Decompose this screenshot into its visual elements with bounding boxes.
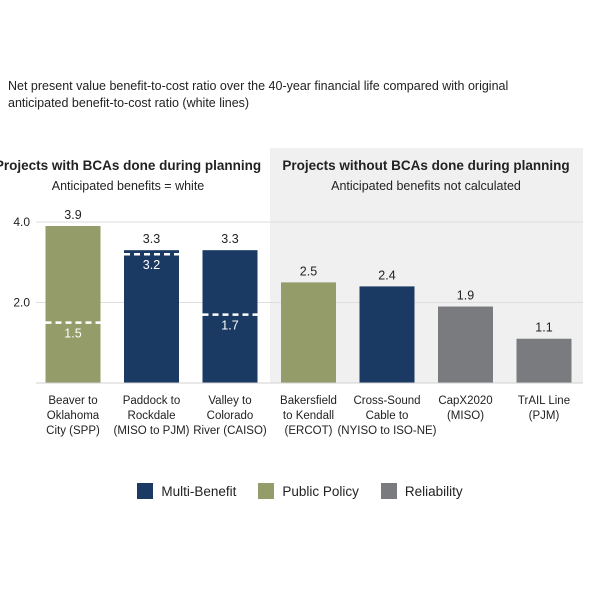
x-tick-label-line: Paddock to xyxy=(123,395,181,407)
bar-bakersfield xyxy=(281,282,336,383)
bar-capx2020 xyxy=(438,306,493,383)
anticipated-label-beaver-to: 1.5 xyxy=(64,327,81,341)
legend-swatch-public-policy xyxy=(258,483,275,499)
x-tick-label-valley-to: Valley to Colorado River (CAISO) xyxy=(193,395,267,437)
panel-note-1: Anticipated benefits = white xyxy=(52,179,205,193)
bar-paddock-to xyxy=(124,250,179,383)
x-tick-label-paddock-to: Paddock to Rockdale (MISO to PJM) xyxy=(113,395,189,437)
legend-label-multi-benefit: Multi-Benefit xyxy=(161,483,237,499)
legend-swatch-reliability xyxy=(380,483,397,499)
x-tick-label-line: (PJM) xyxy=(529,410,560,422)
value-label-trail-line: 1.1 xyxy=(535,321,552,335)
legend: Multi-Benefit Public Policy Reliability xyxy=(0,483,600,499)
x-tick-label-line: Colorado xyxy=(207,410,254,422)
panel-title-2: Projects without BCAs done during planni… xyxy=(282,158,569,173)
bar-trail-line xyxy=(516,338,572,383)
x-tick-label-line: Beaver to xyxy=(48,395,97,407)
legend-item-reliability: Reliability xyxy=(380,483,463,499)
value-label-beaver-to: 3.9 xyxy=(64,208,81,222)
panel-title-1: Projects with BCAs done during planning xyxy=(0,158,261,173)
x-tick-label-line: Cross-Sound xyxy=(353,395,420,407)
value-label-capx2020: 1.9 xyxy=(457,289,474,303)
x-tick-label-beaver-to: Beaver to Oklahoma City (SPP) xyxy=(46,395,100,437)
x-tick-label-line: TrAIL Line xyxy=(518,395,570,407)
x-tick-label-line: Valley to xyxy=(208,395,251,407)
x-tick-label-line: Oklahoma xyxy=(47,410,100,422)
bar-valley-to xyxy=(202,250,258,383)
x-tick-label-line: CapX2020 xyxy=(438,395,492,407)
x-tick-label-line: (MISO) xyxy=(447,410,484,422)
x-tick-label-line: (NYISO to ISO-NE) xyxy=(337,425,436,437)
bar-cross-sound xyxy=(359,286,415,383)
y-tick-label: 4.0 xyxy=(13,215,30,229)
x-tick-label-line: City (SPP) xyxy=(46,425,100,437)
value-label-cross-sound: 2.4 xyxy=(378,268,395,282)
x-tick-label-line: Bakersfield xyxy=(280,395,337,407)
x-tick-label-cross-sound: Cross-Sound Cable to (NYISO to ISO-NE) xyxy=(337,395,436,437)
legend-item-multi-benefit: Multi-Benefit xyxy=(137,483,236,499)
x-tick-label-line: River (CAISO) xyxy=(193,425,267,437)
legend-item-public-policy: Public Policy xyxy=(258,483,359,499)
x-tick-label-line: (MISO to PJM) xyxy=(113,425,189,437)
x-tick-label-line: (ERCOT) xyxy=(285,425,333,437)
x-tick-label-line: to Kendall xyxy=(283,410,334,422)
y-tick-label: 2.0 xyxy=(13,296,30,310)
value-label-paddock-to: 3.3 xyxy=(143,232,160,246)
value-label-bakersfield: 2.5 xyxy=(300,264,317,278)
chart-subtitle: Net present value benefit-to-cost ratio … xyxy=(8,79,509,110)
x-tick-label-line: Cable to xyxy=(366,410,409,422)
panel-note-2: Anticipated benefits not calculated xyxy=(331,179,521,193)
x-tick-label-line: Rockdale xyxy=(128,410,176,422)
anticipated-label-valley-to: 1.7 xyxy=(221,319,238,333)
value-label-valley-to: 3.3 xyxy=(221,232,238,246)
legend-swatch-multi-benefit xyxy=(137,483,154,499)
legend-label-public-policy: Public Policy xyxy=(282,483,359,499)
legend-label-reliability: Reliability xyxy=(404,483,463,499)
x-tick-label-bakersfield: Bakersfield to Kendall (ERCOT) xyxy=(280,395,337,437)
x-tick-label-trail-line: TrAIL Line (PJM) xyxy=(518,395,570,422)
x-tick-label-capx2020: CapX2020 (MISO) xyxy=(438,395,492,422)
anticipated-label-paddock-to: 3.2 xyxy=(143,258,160,272)
bar-beaver-to xyxy=(45,226,101,383)
